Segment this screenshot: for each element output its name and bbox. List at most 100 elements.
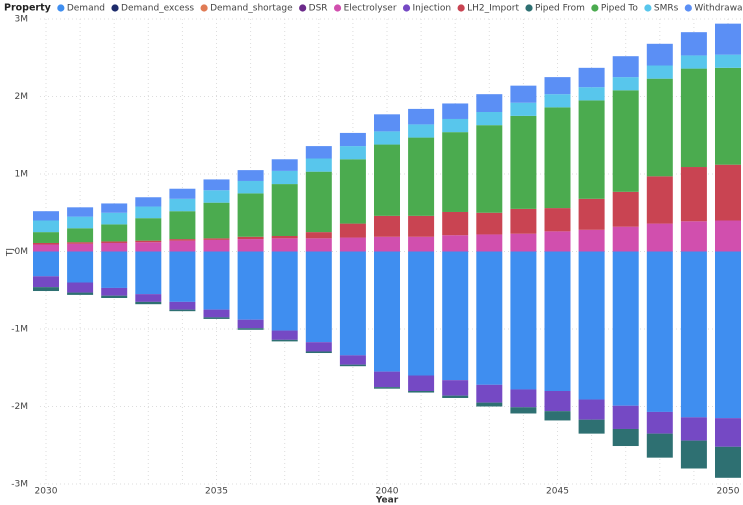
bar-segment [135,251,162,295]
bar-segment [715,446,741,478]
bar-segment [544,94,571,108]
bar-segment [135,240,162,243]
legend-label: Electrolyser [344,4,397,14]
bar-segment [578,229,605,252]
bar-segment [646,251,673,412]
x-tick-label: 2050 [717,487,740,497]
bar-segment [646,65,673,79]
y-tick-label: -2M [11,402,28,412]
bar-segment [339,364,366,367]
bar-segment [374,387,400,389]
bar-segment [237,239,264,252]
bar-segment [646,43,673,66]
bar-segment [237,180,264,194]
bar-segment [135,242,162,252]
bar-segment [578,67,605,88]
bar-segment [305,158,332,172]
bar-segment [271,184,298,236]
legend-label: SMRs [654,4,679,14]
bar-segment [578,100,605,199]
bar-segment [305,171,332,233]
bar-segment [612,226,639,252]
bar-segment [67,282,94,293]
bar-segment [33,276,59,288]
bar-segment [442,211,469,236]
bar-segment [203,179,230,191]
bar-segment [442,132,469,212]
y-tick-label: 2M [15,92,29,102]
legend-label: Withdrawal [694,4,743,14]
bar-segment [476,212,503,235]
bar-segment [67,216,94,229]
bar-segment [408,215,435,237]
legend-marker [457,4,465,12]
y-tick-label: -3M [11,480,28,490]
bar-segment [408,375,435,391]
legend-title: Property [4,3,52,14]
bar-segment [408,391,435,393]
bar-segment [510,208,537,234]
y-tick-label: -1M [11,325,28,335]
legend-marker [111,4,119,12]
x-tick-label: 2040 [376,487,399,497]
bar-segment [374,114,400,132]
bar-segment [476,112,503,126]
bar-segment [237,193,264,237]
bar-segment [33,251,59,277]
bar-segment [305,351,332,354]
bar-segment [67,243,94,252]
bar-segment [680,167,707,222]
bar-segment [578,399,605,420]
bar-segment [374,215,400,237]
bar-segment [374,131,400,145]
bar-segment [169,239,196,241]
bar-segment [612,56,639,78]
bar-segment [408,108,435,125]
bar-segment [305,238,332,252]
bar-segment [33,287,59,292]
bar-segment [203,317,230,319]
bar-segment [33,211,59,221]
bar-segment [237,319,264,329]
bar-segment [33,220,59,233]
bar-segment [646,176,673,224]
bar-segment [203,309,230,318]
bar-segment [237,328,264,330]
bar-segment [135,197,162,207]
bar-segment [442,103,469,119]
bar-segment [101,251,128,288]
bar-segment [715,23,741,55]
bar-segment [101,287,128,296]
bar-segment [612,251,639,406]
bar-segment [476,94,503,112]
bar-segment [442,380,469,396]
x-tick-label: 2045 [546,487,569,497]
legend-label: LH2_Import [467,4,519,14]
bar-segment [33,244,59,252]
bar-segment [101,242,128,252]
bar-segment [203,251,230,310]
y-tick-label: 0M [15,247,29,257]
y-axis-title: TJ [6,248,16,257]
bar-segment [339,223,366,238]
bar-segment [715,220,741,252]
bar-segment [544,77,571,95]
bar-segment [408,251,435,376]
bar-segment [715,67,741,165]
bar-segment [715,164,741,221]
bar-segment [271,339,298,342]
legend-label: Injection [413,4,452,14]
x-axis-title: Year [375,496,399,505]
bar-segment [680,68,707,168]
bar-segment [374,251,400,372]
bar-segment [408,137,435,216]
bar-segment [680,251,707,418]
bar-segment [476,125,503,213]
bar-segment [680,440,707,469]
bar-segment [67,292,94,295]
legend-marker [684,4,692,12]
bar-segment [67,242,94,244]
x-tick-label: 2035 [205,487,228,497]
bar-segment [203,190,230,203]
bar-segment [374,144,400,216]
